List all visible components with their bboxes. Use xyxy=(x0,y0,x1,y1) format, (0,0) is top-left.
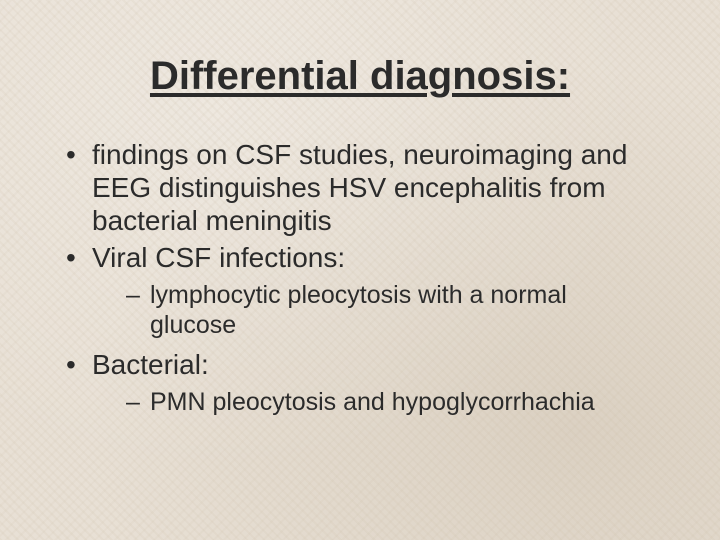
list-item: lymphocytic pleocytosis with a normal gl… xyxy=(126,280,658,340)
list-item: PMN pleocytosis and hypoglycorrhachia xyxy=(126,387,658,417)
sub-bullet-text: lymphocytic pleocytosis with a normal gl… xyxy=(150,281,567,339)
slide: Differential diagnosis: findings on CSF … xyxy=(0,0,720,540)
sub-bullet-text: PMN pleocytosis and hypoglycorrhachia xyxy=(150,388,595,416)
bullet-text: Bacterial: xyxy=(92,349,209,380)
bullet-list: findings on CSF studies, neuroimaging an… xyxy=(62,138,658,417)
list-item: Bacterial: PMN pleocytosis and hypoglyco… xyxy=(62,348,658,417)
list-item: findings on CSF studies, neuroimaging an… xyxy=(62,138,658,237)
list-item: Viral CSF infections: lymphocytic pleocy… xyxy=(62,241,658,340)
sub-bullet-list: lymphocytic pleocytosis with a normal gl… xyxy=(92,280,658,340)
sub-bullet-list: PMN pleocytosis and hypoglycorrhachia xyxy=(92,387,658,417)
bullet-text: Viral CSF infections: xyxy=(92,242,345,273)
slide-body: findings on CSF studies, neuroimaging an… xyxy=(62,138,658,425)
slide-title: Differential diagnosis: xyxy=(0,54,720,99)
bullet-text: findings on CSF studies, neuroimaging an… xyxy=(92,139,627,236)
